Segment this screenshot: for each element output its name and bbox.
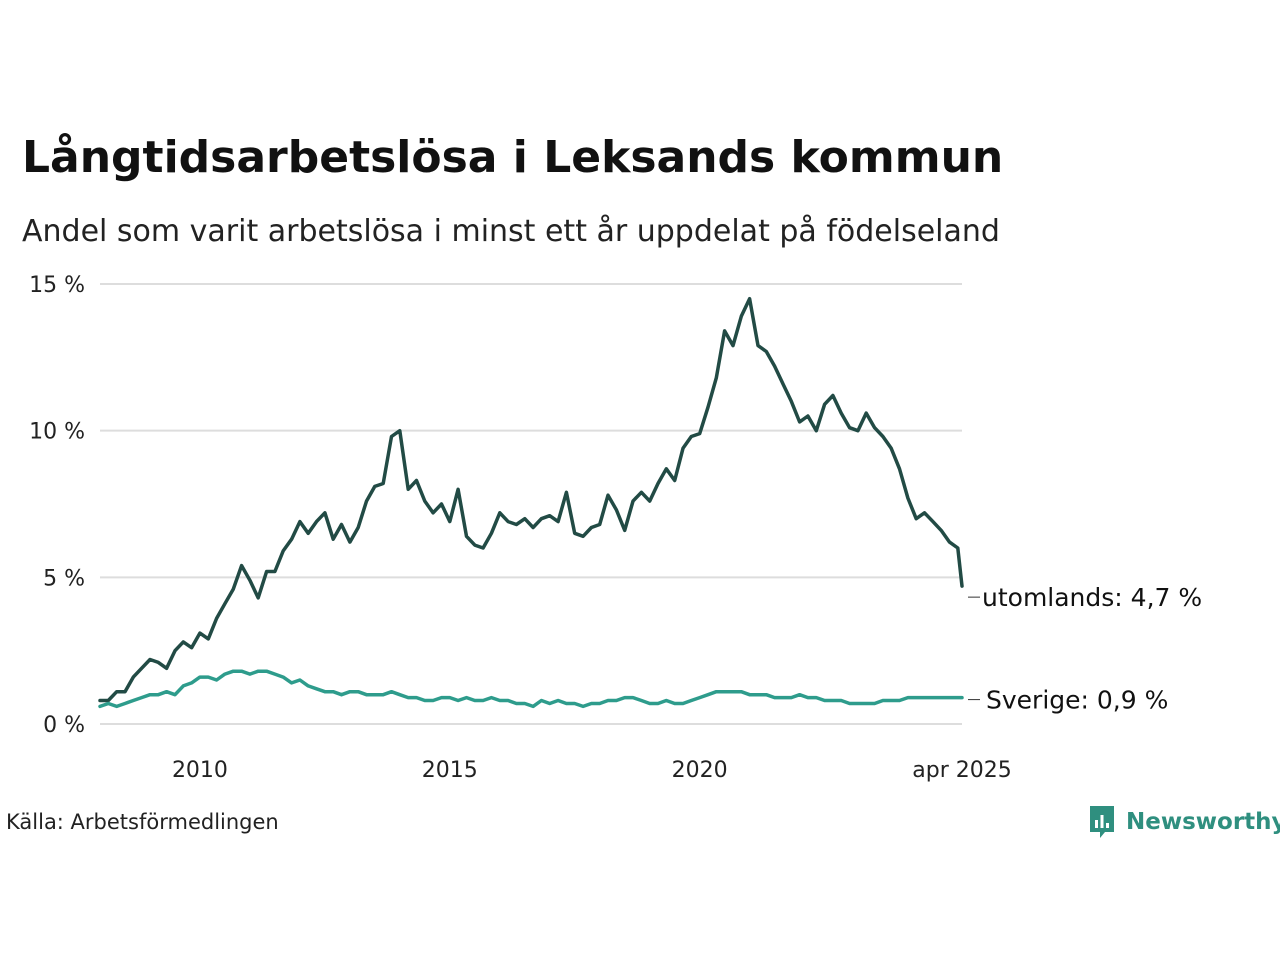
series-line-sverige bbox=[98, 669, 964, 709]
y-tick-label: 0 % bbox=[43, 713, 85, 738]
x-tick-label: 2020 bbox=[672, 758, 728, 783]
x-tick-label: 2015 bbox=[422, 758, 478, 783]
x-axis-ticks: 2010 2015 2020 apr 2025 bbox=[172, 758, 1012, 783]
end-label-sverige: Sverige: 0,9 % bbox=[986, 686, 1168, 715]
newsworthy-logo: Newsworthy bbox=[1088, 804, 1280, 840]
y-tick-label: 10 % bbox=[29, 420, 85, 445]
chart-title: Långtidsarbetslösa i Leksands kommun bbox=[22, 132, 1004, 183]
gridlines bbox=[100, 283, 962, 725]
chart-subtitle: Andel som varit arbetslösa i minst ett å… bbox=[22, 214, 1000, 249]
y-tick-label: 5 % bbox=[43, 566, 85, 591]
source-note: Källa: Arbetsförmedlingen bbox=[6, 810, 279, 834]
y-axis-ticks: 0 % 5 % 10 % 15 % bbox=[29, 273, 85, 738]
end-label-utomlands: utomlands: 4,7 % bbox=[982, 583, 1202, 612]
x-tick-label: apr 2025 bbox=[912, 758, 1011, 783]
series-lines bbox=[98, 296, 964, 709]
logo-text: Newsworthy bbox=[1126, 809, 1280, 835]
x-tick-label: 2010 bbox=[172, 758, 228, 783]
series-line-utomlands bbox=[98, 296, 964, 703]
end-labels: utomlands: 4,7 % Sverige: 0,9 % bbox=[968, 583, 1202, 715]
newsworthy-chart-bubble-icon bbox=[1090, 806, 1114, 838]
y-tick-label: 15 % bbox=[29, 273, 85, 298]
